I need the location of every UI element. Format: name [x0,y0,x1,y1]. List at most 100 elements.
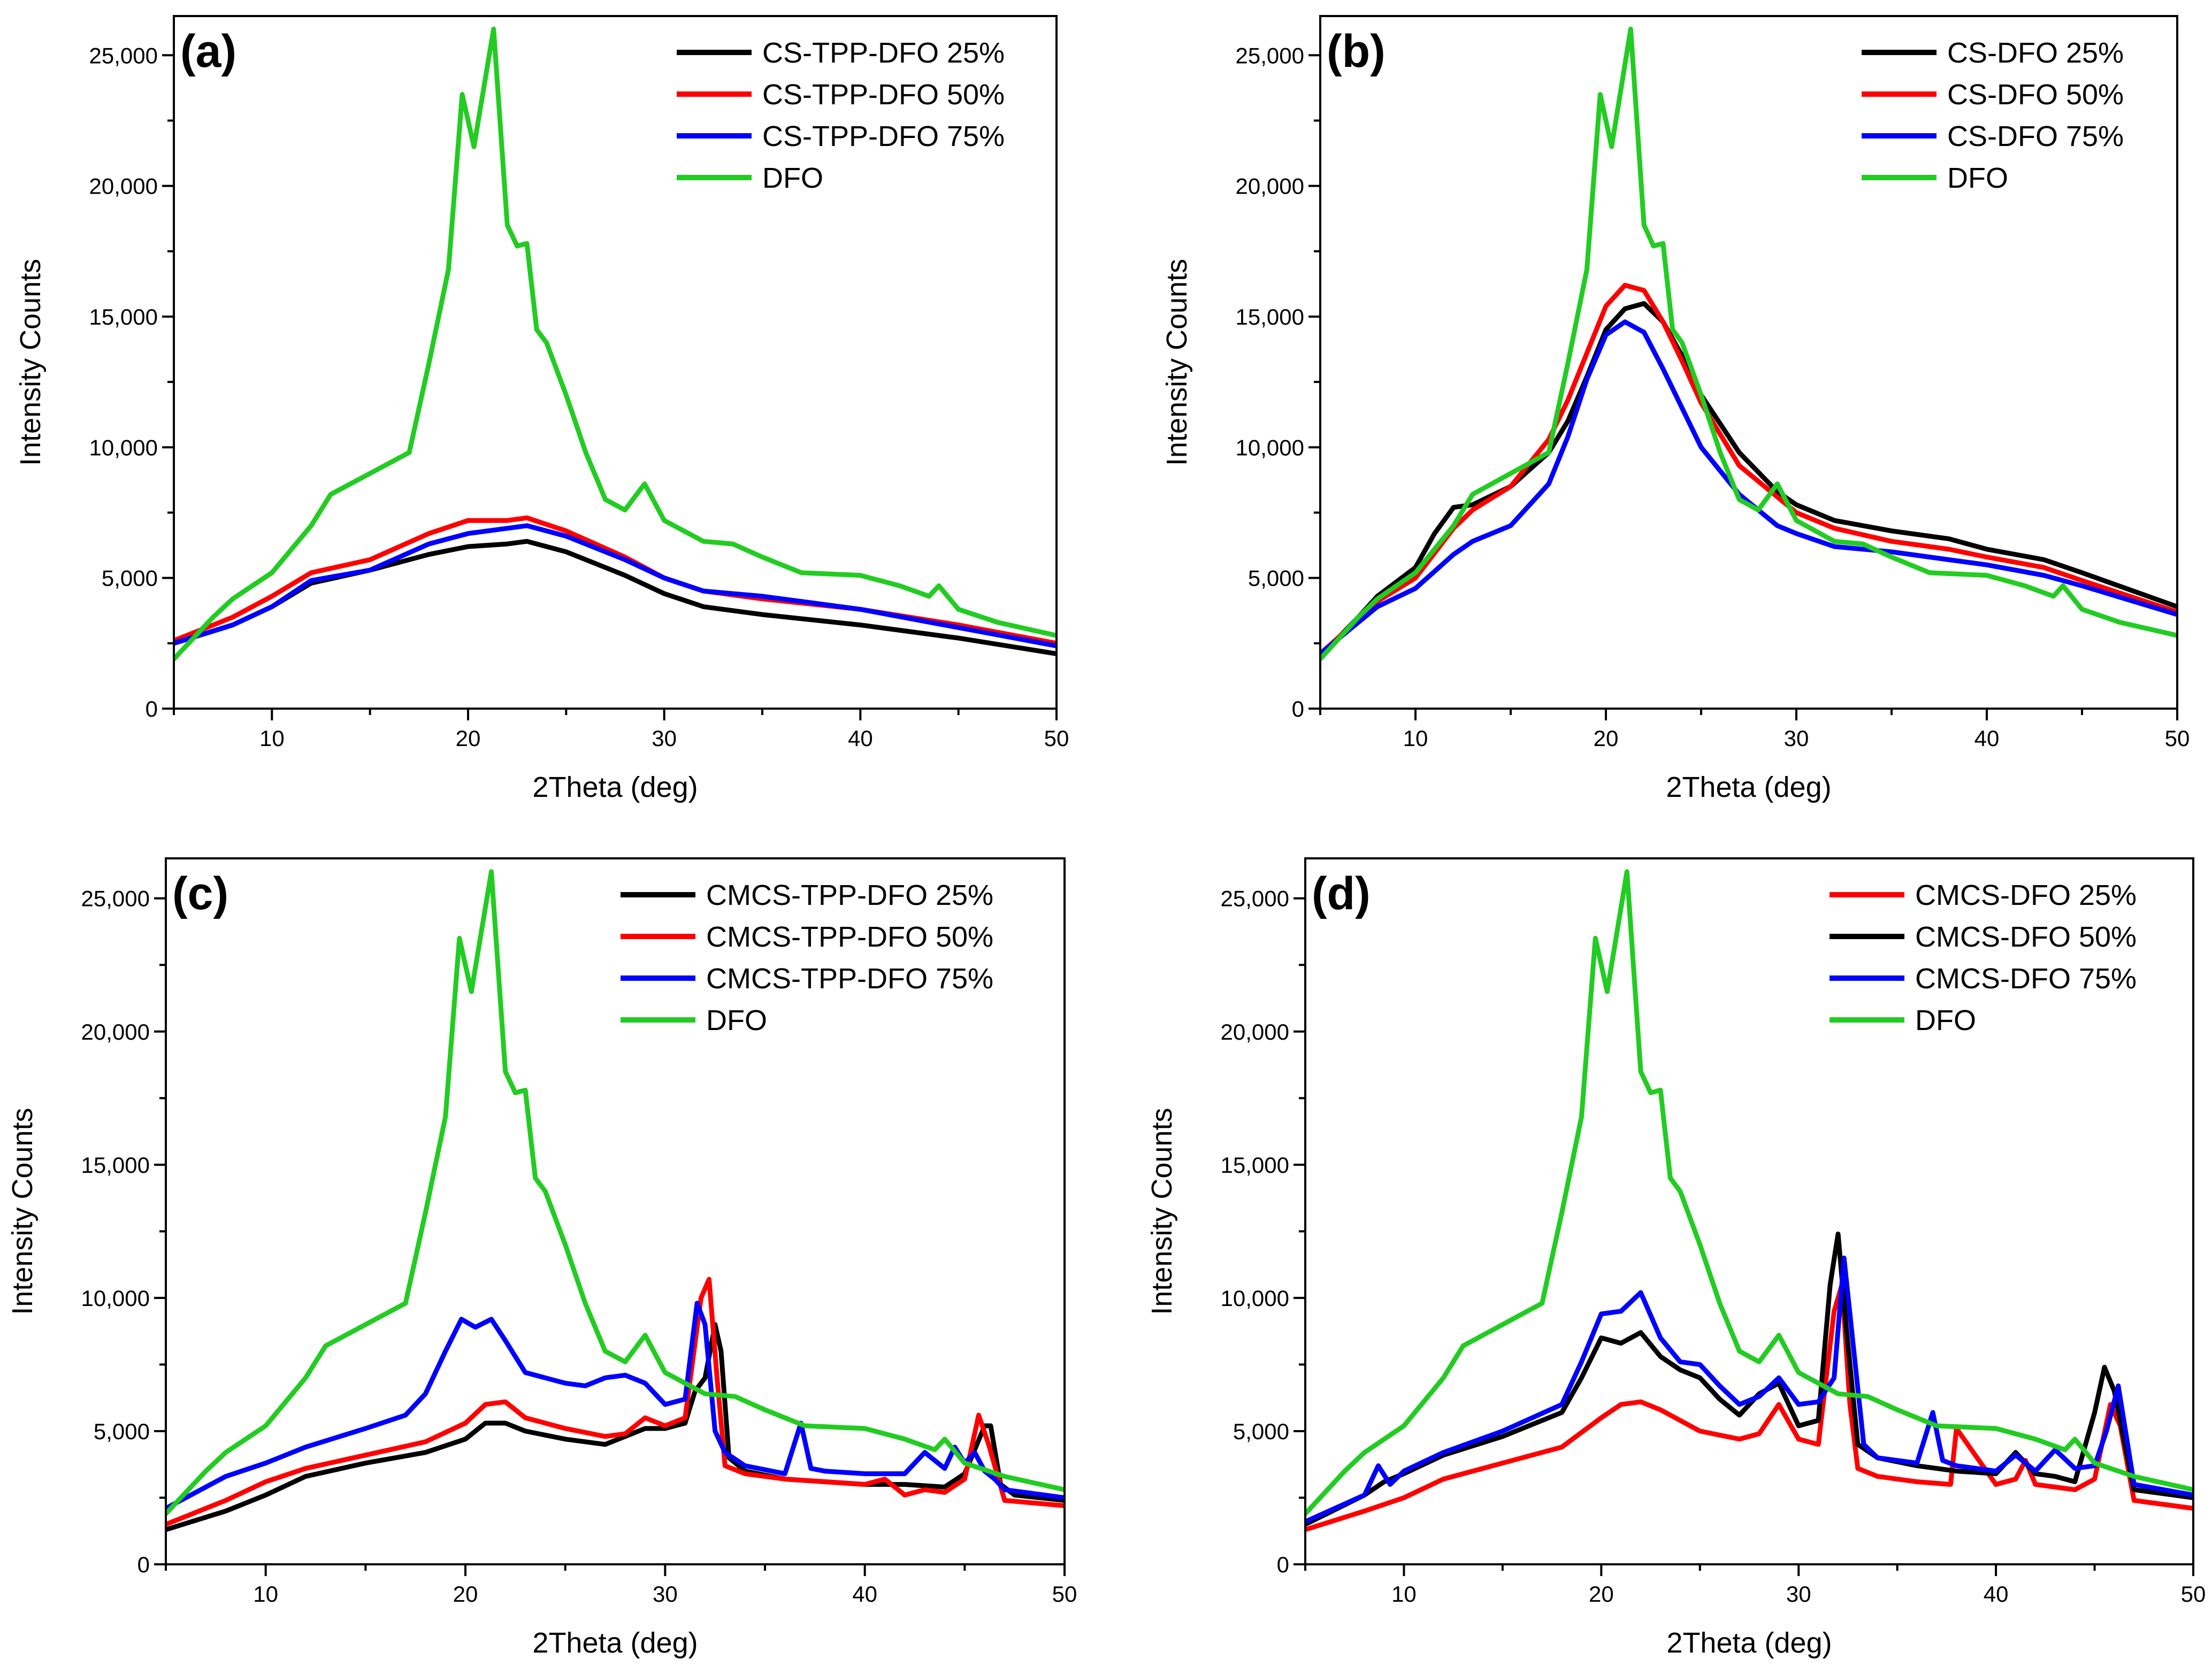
legend-label: DFO [1915,1004,1976,1036]
legend-entry: CMCS-TPP-DFO 75% [621,963,993,995]
legend-label: DFO [762,162,823,194]
series-line [1320,319,2177,656]
legend-entry: DFO [1862,162,2008,194]
series-line [1305,1231,2193,1527]
legend-entry: CS-DFO 50% [1862,79,2124,111]
legend-entry: CMCS-DFO 25% [1830,879,2137,911]
y-axis-label: Intensity Counts [1161,259,1193,466]
series-group [174,26,1057,662]
legend-label: CS-DFO 75% [1947,120,2124,152]
y-tick-label: 20,000 [1221,1019,1289,1044]
series-line [166,1322,1065,1532]
y-tick-label: 0 [137,1552,150,1577]
x-axis-label: 2Theta (deg) [1666,1627,1832,1659]
series-line [166,1277,1065,1527]
legend-entry: CMCS-TPP-DFO 50% [621,921,993,953]
y-tick-label: 15,000 [1221,1153,1289,1178]
legend-entry: DFO [1830,1004,1976,1036]
legend-entry: CS-DFO 25% [1862,37,2124,69]
panel-label: (b) [1327,26,1386,77]
x-tick-label: 40 [852,1581,877,1607]
x-tick-label: 50 [2181,1581,2206,1607]
y-tick-label: 20,000 [89,174,158,199]
plot-frame [1304,857,2194,1565]
series-line [174,523,1057,649]
legend-entry: CMCS-DFO 75% [1830,963,2137,995]
legend-label: DFO [1947,162,2008,194]
legend-entry: CS-TPP-DFO 50% [677,79,1005,111]
legend-label: CS-TPP-DFO 50% [762,79,1005,111]
chart-panel: 10 20 30 40 50 0 5,000 10,000 15,000 20,000 25,000… [14,15,1069,803]
x-tick-label: 30 [652,726,677,751]
x-tick-label: 10 [259,726,285,751]
chart-panel: 10 20 30 40 50 0 5,000 10,000 15,000 20,000 25,000… [1161,15,2190,803]
x-tick-label: 10 [1391,1581,1417,1607]
series-group [166,869,1065,1532]
y-tick-label: 10,000 [81,1286,150,1311]
x-tick-label: 40 [1984,1581,2009,1607]
y-tick-label: 20,000 [81,1019,150,1044]
y-tick-label: 5,000 [102,566,158,591]
chart-panel: 10 20 30 40 50 0 5,000 10,000 15,000 20,000 25,000… [6,857,1077,1659]
x-tick-label: 40 [1974,726,2000,751]
series-line [1305,869,2193,1516]
x-tick-label: 50 [1044,726,1069,751]
y-tick-label: 15,000 [1236,304,1304,329]
panel-label: (c) [172,868,228,919]
x-tick-label: 40 [848,726,873,751]
plot-frame [173,15,1058,710]
y-tick-label: 25,000 [1221,886,1289,911]
legend-entry: DFO [621,1004,767,1036]
legend-label: CS-TPP-DFO 75% [762,120,1005,152]
legend-label: CMCS-DFO 50% [1915,921,2137,953]
plot-frame [165,857,1066,1565]
y-tick-label: 0 [146,696,158,721]
legend-entry: DFO [677,162,823,194]
series-line [166,869,1065,1516]
legend-entry: CS-TPP-DFO 25% [677,37,1005,69]
y-tick-label: 5,000 [1248,566,1304,591]
y-tick-label: 5,000 [94,1419,150,1444]
y-tick-label: 10,000 [1236,435,1304,460]
y-tick-label: 20,000 [1236,174,1304,199]
legend-label: CMCS-TPP-DFO 25% [706,879,993,911]
x-axis-label: 2Theta (deg) [532,1627,698,1659]
x-tick-label: 50 [1052,1581,1077,1607]
y-tick-label: 15,000 [89,304,158,329]
y-axis-label: Intensity Counts [14,259,47,466]
x-tick-label: 20 [1589,1581,1614,1607]
legend-label: CMCS-TPP-DFO 75% [706,963,993,995]
series-line [1320,301,2177,659]
y-tick-label: 25,000 [89,43,158,68]
legend-label: CMCS-TPP-DFO 50% [706,921,993,953]
chart-panel: 10 20 30 40 50 0 5,000 10,000 15,000 20,000 25,000… [1146,857,2206,1659]
y-tick-label: 5,000 [1233,1419,1289,1444]
y-tick-label: 15,000 [81,1153,150,1178]
x-tick-label: 20 [1594,726,1619,751]
plot-frame [1319,15,2178,710]
x-axis-label: 2Theta (deg) [1666,771,1831,803]
panel-label: (d) [1312,868,1371,919]
panel-label: (a) [180,26,236,77]
y-axis-label: Intensity Counts [1146,1108,1178,1315]
legend-label: CMCS-DFO 25% [1915,879,2137,911]
legend-label: CMCS-DFO 75% [1915,963,2137,995]
y-tick-label: 10,000 [89,435,158,460]
series-line [1320,282,2177,656]
series-line [174,26,1057,662]
x-axis-label: 2Theta (deg) [532,771,698,803]
series-line [1305,1255,2193,1524]
x-tick-label: 10 [1403,726,1428,751]
x-tick-label: 50 [2165,726,2190,751]
series-line [1305,1282,2193,1532]
y-tick-label: 10,000 [1221,1286,1289,1311]
legend-label: DFO [706,1004,767,1036]
series-line [1320,26,2177,662]
series-group [1305,869,2193,1532]
y-tick-label: 25,000 [1236,43,1304,68]
x-tick-label: 30 [1786,1581,1811,1607]
x-tick-label: 10 [253,1581,278,1607]
legend-entry: CMCS-TPP-DFO 25% [621,879,993,911]
x-tick-label: 20 [453,1581,478,1607]
